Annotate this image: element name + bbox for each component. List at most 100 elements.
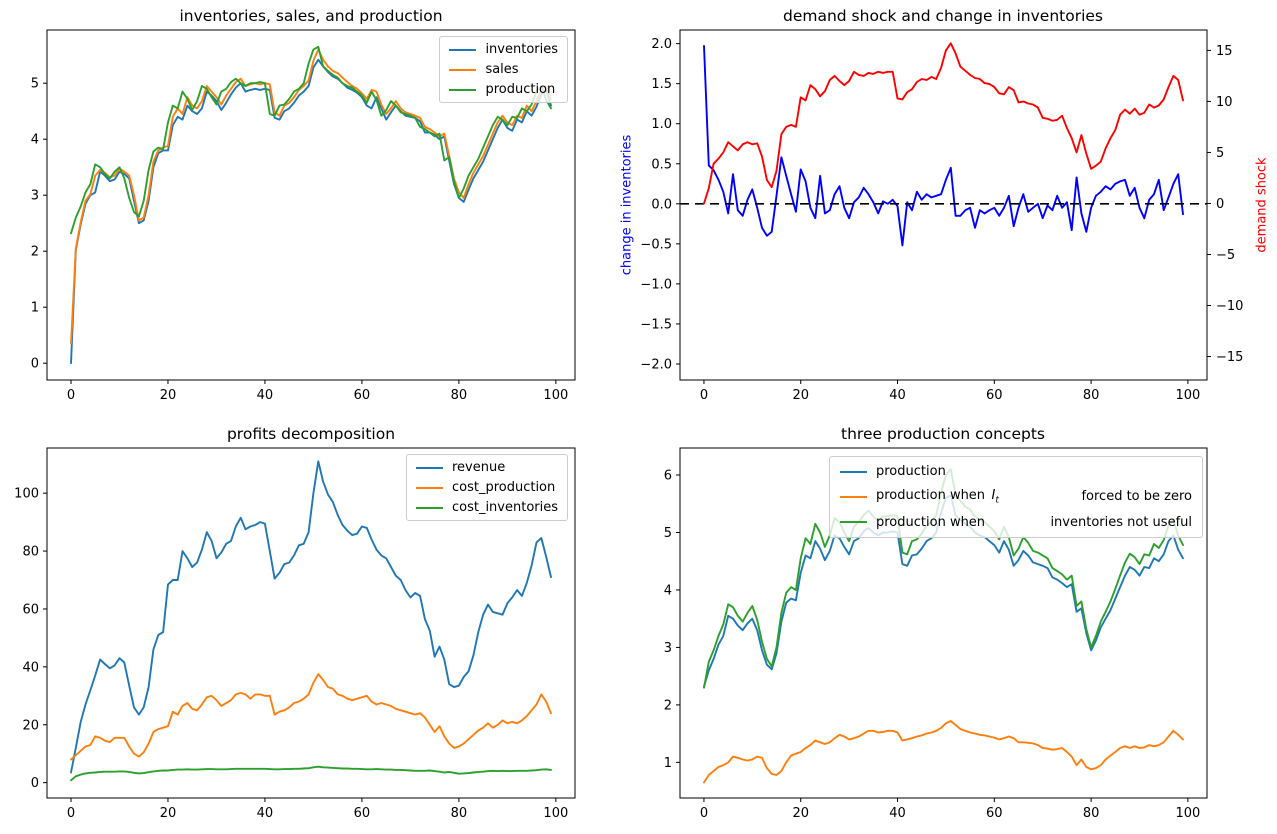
legend-line-swatch bbox=[840, 470, 867, 473]
legend-label-right: forced to be zero bbox=[1081, 489, 1192, 505]
legend-label: sales bbox=[485, 62, 519, 77]
right-y-tick-label: 10 bbox=[1216, 95, 1233, 110]
series-line-demand-shock bbox=[703, 42, 1184, 205]
y-tick-label: 1.0 bbox=[651, 117, 672, 132]
legend-item-production: production bbox=[449, 82, 558, 97]
y-tick-label: 1 bbox=[31, 301, 39, 316]
axes-frame bbox=[46, 29, 576, 381]
series-line-production-when-it-forced-to-be-zero bbox=[703, 720, 1184, 784]
y-tick-label: 0 bbox=[31, 357, 39, 372]
axes-frame bbox=[46, 447, 576, 799]
x-tick-label: 80 bbox=[451, 388, 468, 403]
legend-profits-decomposition: revenue cost_production cost_inventories bbox=[405, 454, 568, 521]
x-tick-label: 20 bbox=[792, 806, 809, 821]
y-tick-label: 6 bbox=[664, 469, 672, 484]
y-tick-label: 5 bbox=[31, 77, 39, 92]
legend-label: inventories bbox=[485, 42, 558, 57]
x-tick-label: 40 bbox=[889, 806, 906, 821]
y-tick-label: −2.0 bbox=[640, 357, 672, 372]
x-tick-label: 60 bbox=[354, 806, 371, 821]
series-line-revenue bbox=[70, 460, 552, 774]
y-tick-label: 1.5 bbox=[651, 77, 672, 92]
x-tick-label: 100 bbox=[543, 388, 568, 403]
y-tick-label: −1.5 bbox=[640, 317, 672, 332]
legend-item-cost-inventories: cost_inventories bbox=[415, 500, 558, 515]
y-tick-label: −0.5 bbox=[640, 237, 672, 252]
legend-label: production when bbox=[876, 514, 986, 530]
right-y-tick-label: 0 bbox=[1216, 197, 1224, 212]
y-tick-label: 3 bbox=[664, 641, 672, 656]
series-line-sales bbox=[70, 48, 552, 345]
x-tick-label: 0 bbox=[700, 806, 708, 821]
chart-title-three-production-concepts: three production concepts bbox=[841, 425, 1045, 443]
y-tick-label: 60 bbox=[22, 602, 39, 617]
x-tick-label: 0 bbox=[67, 806, 75, 821]
y-tick-label: 1 bbox=[664, 756, 672, 771]
x-tick-label: 20 bbox=[792, 388, 809, 403]
x-tick-label: 80 bbox=[1083, 388, 1100, 403]
x-tick-label: 60 bbox=[354, 388, 371, 403]
series-line-inventories bbox=[70, 58, 552, 365]
series-line-cost-production bbox=[70, 673, 552, 761]
y-tick-label: 0 bbox=[31, 776, 39, 791]
series-line-change-in-inventories bbox=[703, 45, 1184, 247]
legend-line-swatch bbox=[415, 486, 443, 489]
x-tick-label: 100 bbox=[543, 806, 568, 821]
math-variable: I bbox=[991, 488, 996, 503]
right-y-tick-label: 15 bbox=[1216, 44, 1233, 59]
series-line-production bbox=[70, 45, 552, 235]
legend-item-production-wheninventories-not-useful: production when inventories not useful bbox=[840, 515, 1192, 530]
x-tick-label: 0 bbox=[700, 388, 708, 403]
subplot-profits-decomposition: 0 20 40 60 80 100 0 20 40 60 80 100 bbox=[14, 447, 576, 821]
y-tick-label: 2.0 bbox=[651, 37, 672, 52]
y-tick-label: 0.0 bbox=[651, 197, 672, 212]
x-tick-label: 60 bbox=[986, 806, 1003, 821]
chart-title-profits-decomposition: profits decomposition bbox=[226, 425, 396, 443]
legend-label: cost_production bbox=[451, 480, 556, 495]
y-axis-label-demand-shock: demand shock bbox=[1254, 157, 1270, 253]
math-subscript: t bbox=[995, 495, 999, 506]
x-tick-label: 0 bbox=[67, 388, 75, 403]
subplot-demand-shock-and-change-in-inventories: 0 20 40 60 80 100−2.0−1.5−1.0−0.50.00.51.01.5… bbox=[640, 29, 1243, 403]
legend-item-cost-production: cost_production bbox=[415, 480, 558, 495]
y-tick-label: 5 bbox=[664, 526, 672, 541]
legend-line-swatch bbox=[415, 466, 443, 469]
y-tick-label: 4 bbox=[664, 583, 672, 598]
y-tick-label: −1.0 bbox=[640, 277, 672, 292]
y-tick-label: 2 bbox=[664, 698, 672, 713]
x-tick-label: 40 bbox=[257, 388, 274, 403]
x-tick-label: 20 bbox=[160, 806, 177, 821]
y-tick-label: 80 bbox=[22, 545, 39, 560]
y-tick-label: 0.5 bbox=[651, 157, 672, 172]
legend-label: revenue bbox=[451, 460, 506, 475]
legend-label: production bbox=[876, 464, 946, 479]
right-y-tick-label: 5 bbox=[1216, 146, 1224, 161]
x-tick-label: 100 bbox=[1175, 806, 1200, 821]
legend-three-production-concepts: production production when It forced to be… bbox=[829, 456, 1203, 538]
x-tick-label: 20 bbox=[160, 388, 177, 403]
y-axis-label-change-in-inventories: change in inventories bbox=[619, 134, 635, 276]
x-tick-label: 80 bbox=[1083, 806, 1100, 821]
subplot-inventories-sales-and-production: 0 20 40 60 80 100 0 1 2 3 4 5 bbox=[31, 29, 576, 403]
right-y-tick-label: −5 bbox=[1216, 248, 1235, 263]
y-tick-label: 4 bbox=[31, 133, 39, 148]
legend-item-production-whenforced-to-be-zero: production when It forced to be zero bbox=[840, 488, 1192, 506]
x-tick-label: 40 bbox=[889, 388, 906, 403]
legend-line-swatch bbox=[449, 48, 477, 51]
legend-line-swatch bbox=[415, 506, 443, 509]
y-tick-label: 100 bbox=[14, 487, 39, 502]
legend-item-inventories: inventories bbox=[449, 42, 558, 57]
legend-line-swatch bbox=[449, 68, 477, 71]
x-tick-label: 40 bbox=[257, 806, 274, 821]
axes-frame bbox=[679, 447, 1208, 799]
chart-title-demand-shock-change-inventories: demand shock and change in inventories bbox=[783, 7, 1103, 25]
legend-item-revenue: revenue bbox=[415, 460, 558, 475]
legend-label-right: inventories not useful bbox=[1050, 514, 1192, 530]
legend-line-swatch bbox=[840, 521, 867, 524]
legend-inventories-sales-production: inventories sales production bbox=[439, 36, 568, 103]
legend-line-swatch bbox=[840, 495, 867, 498]
x-tick-label: 60 bbox=[986, 388, 1003, 403]
y-tick-label: 3 bbox=[31, 189, 39, 204]
